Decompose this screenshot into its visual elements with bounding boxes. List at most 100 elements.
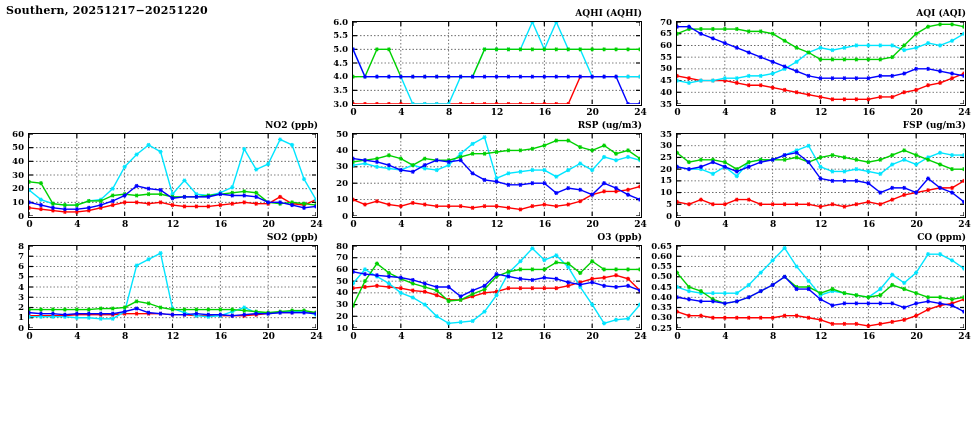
chart-title-aqi: AQI (AQI): [916, 9, 966, 19]
y-tick-label-rsp: 30: [336, 162, 348, 173]
y-tick-label-aqi: 65: [660, 29, 672, 40]
y-tick-label-so2: 5: [18, 272, 24, 283]
x-tick-label-o3: 16: [538, 332, 552, 342]
series-no2-blue: [29, 183, 316, 212]
series-co-blue: [677, 274, 964, 314]
x-tick-label-fsp: 12: [814, 220, 828, 230]
x-tick-label-aqi: 24: [958, 108, 971, 118]
series-rsp-cyan: [353, 135, 640, 181]
series-fsp-green: [677, 148, 964, 172]
x-tick-label-aqhi: 16: [538, 108, 552, 118]
series-co-green: [677, 270, 964, 306]
y-tick-label-rsp: 20: [336, 178, 348, 189]
y-tick-label-so2: 7: [18, 251, 24, 262]
y-tick-label-o3: 60: [336, 264, 348, 275]
y-tick-label-o3: 40: [336, 288, 348, 299]
chart-title-aqhi: AQHI (AQHI): [575, 9, 642, 19]
y-tick-label-no2: 40: [12, 156, 24, 167]
plot-area-rsp: [352, 133, 642, 218]
series-aqhi-green: [353, 47, 640, 79]
plot-area-no2: [28, 133, 318, 218]
y-tick-label-co: 0.60: [651, 251, 672, 262]
x-tick-label-so2: 8: [122, 332, 129, 342]
y-tick-label-co: 0.35: [651, 303, 672, 313]
series-co-red: [677, 297, 964, 328]
y-tick-label-o3: 50: [336, 276, 348, 287]
y-tick-label-so2: 2: [18, 303, 24, 313]
y-tick-label-so2: 4: [18, 282, 24, 293]
series-so2-cyan: [29, 251, 316, 321]
x-tick-label-fsp: 16: [862, 220, 876, 230]
plot-area-so2: [28, 245, 318, 330]
x-tick-label-fsp: 8: [770, 220, 777, 230]
y-tick-label-fsp: 10: [660, 188, 672, 199]
x-tick-label-no2: 16: [214, 220, 228, 230]
x-tick-label-fsp: 20: [910, 220, 923, 230]
x-tick-label-so2: 20: [262, 332, 275, 342]
y-tick-label-aqhi: 6.0: [333, 17, 348, 28]
y-tick-label-aqhi: 3.5: [333, 85, 348, 96]
y-tick-label-o3: 20: [336, 311, 348, 322]
x-tick-label-rsp: 20: [586, 220, 599, 230]
page-title: Southern, 20251217−20251220: [6, 4, 208, 17]
y-tick-label-o3: 10: [336, 323, 348, 334]
y-tick-label-aqhi: 5.0: [333, 44, 348, 55]
series-aqi-blue: [677, 24, 964, 81]
y-tick-label-so2: 1: [18, 313, 24, 324]
y-tick-label-aqi: 70: [660, 17, 672, 28]
series-so2-green: [29, 299, 316, 315]
y-tick-label-co: 0.40: [651, 292, 672, 303]
series-aqhi-blue: [353, 47, 640, 104]
x-tick-label-rsp: 4: [398, 220, 405, 230]
series-rsp-red: [353, 184, 640, 212]
y-tick-label-co: 0.55: [651, 262, 672, 272]
x-tick-label-co: 4: [722, 332, 729, 342]
x-tick-label-no2: 24: [310, 220, 323, 230]
x-tick-label-o3: 20: [586, 332, 599, 342]
x-tick-label-aqi: 20: [910, 108, 923, 118]
x-tick-label-fsp: 24: [958, 220, 971, 230]
series-aqhi-red: [353, 74, 640, 104]
y-tick-label-co: 0.30: [651, 313, 672, 324]
x-tick-label-no2: 20: [262, 220, 275, 230]
series-o3-cyan: [353, 246, 640, 326]
x-tick-label-aqhi: 8: [446, 108, 453, 118]
y-tick-label-rsp: 0: [342, 211, 348, 222]
chart-title-so2: SO2 (ppb): [266, 233, 318, 243]
x-tick-label-rsp: 24: [634, 220, 647, 230]
y-tick-label-aqhi: 4.0: [333, 72, 348, 83]
x-tick-label-o3: 12: [490, 332, 504, 342]
y-tick-label-rsp: 40: [336, 145, 348, 156]
series-o3-blue: [353, 269, 640, 299]
series-rsp-green: [353, 138, 640, 168]
y-tick-label-no2: 30: [12, 170, 24, 181]
chart-title-rsp: RSP (ug/m3): [577, 121, 642, 131]
y-tick-label-no2: 10: [12, 197, 24, 208]
y-tick-label-aqhi: 3.0: [333, 99, 348, 110]
series-o3-red: [353, 273, 640, 303]
plot-canvas-aqhi: [353, 22, 640, 104]
x-tick-label-so2: 16: [214, 332, 228, 342]
x-tick-label-o3: 24: [634, 332, 647, 342]
series-so2-blue: [29, 306, 316, 318]
series-no2-red: [29, 194, 316, 215]
x-tick-label-o3: 0: [350, 332, 357, 342]
x-tick-label-no2: 8: [122, 220, 129, 230]
y-tick-label-co: 0.65: [651, 241, 672, 252]
x-tick-label-rsp: 0: [350, 220, 357, 230]
plot-area-aqi: [676, 21, 966, 106]
series-no2-green: [29, 179, 316, 208]
y-tick-label-aqi: 60: [660, 40, 672, 51]
x-tick-label-rsp: 16: [538, 220, 552, 230]
series-aqi-cyan: [677, 31, 964, 86]
chart-title-no2: NO2 (ppb): [265, 121, 318, 131]
y-tick-label-fsp: 15: [660, 176, 672, 187]
y-tick-label-so2: 0: [18, 323, 24, 334]
y-tick-label-aqi: 35: [660, 99, 672, 110]
y-tick-label-fsp: 30: [660, 141, 672, 152]
series-o3-green: [353, 259, 640, 308]
